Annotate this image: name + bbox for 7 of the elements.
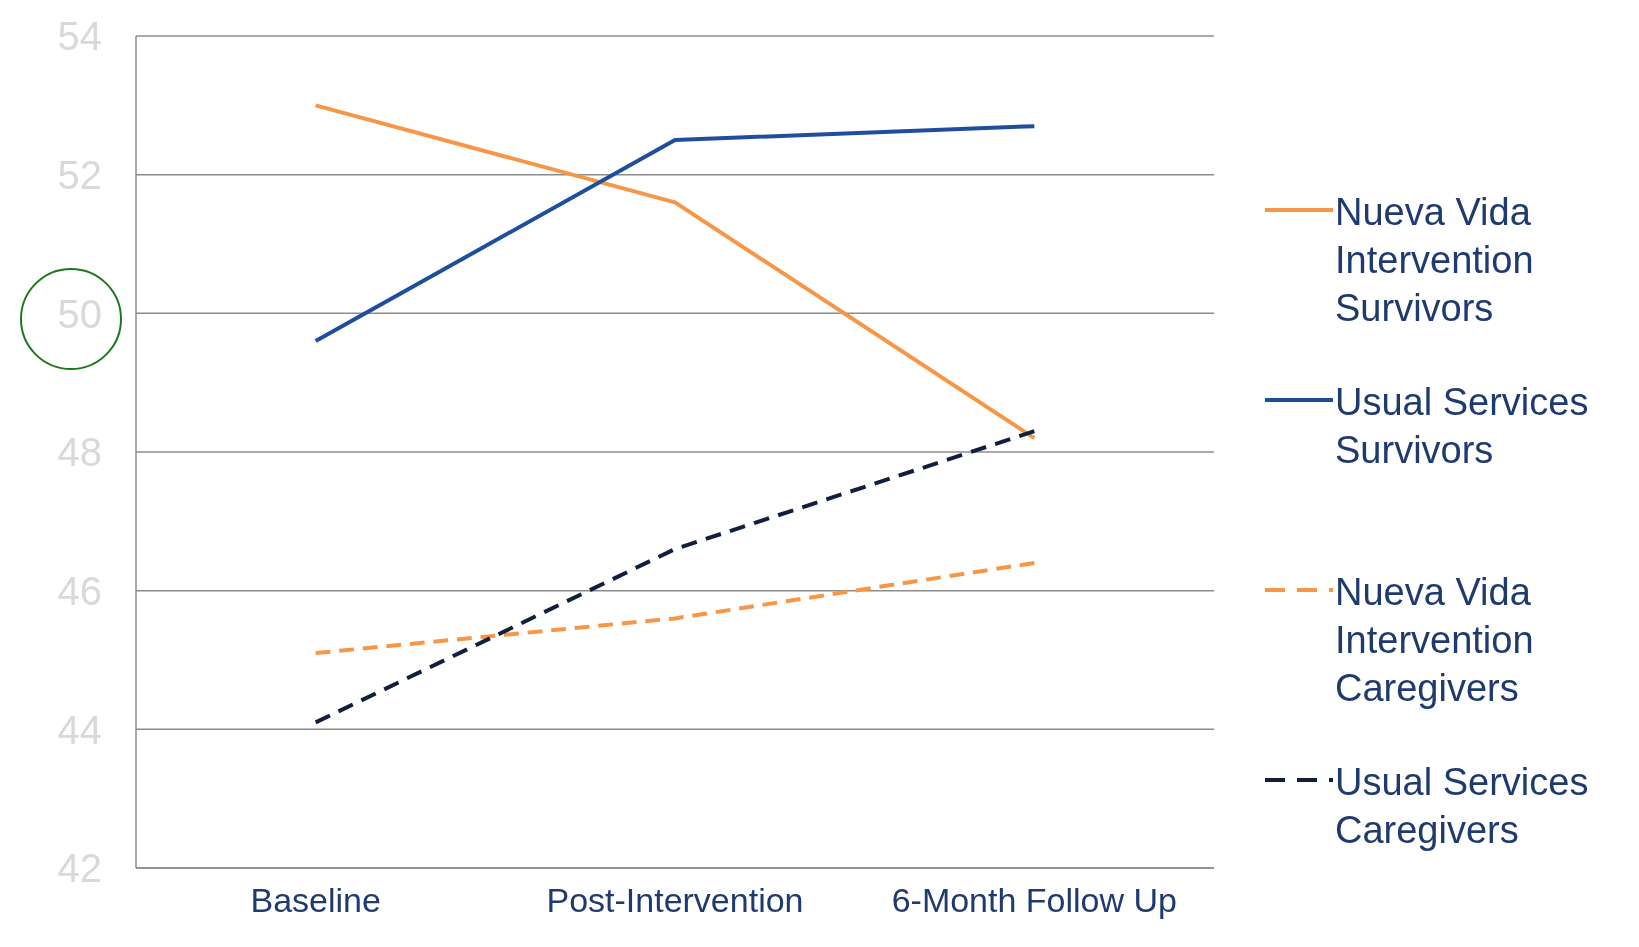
x-tick-label: 6-Month Follow Up bbox=[891, 881, 1178, 920]
legend-label: Usual Services Survivors bbox=[1335, 380, 1590, 473]
legend-label: Usual Services Caregivers bbox=[1335, 760, 1590, 853]
x-tick-label: Baseline bbox=[250, 881, 381, 920]
legend-label: Nueva Vida Intervention Survivors bbox=[1335, 190, 1535, 331]
legend-label: Nueva Vida Intervention Caregivers bbox=[1335, 570, 1535, 711]
x-tick-label: Post-Intervention bbox=[546, 881, 804, 920]
